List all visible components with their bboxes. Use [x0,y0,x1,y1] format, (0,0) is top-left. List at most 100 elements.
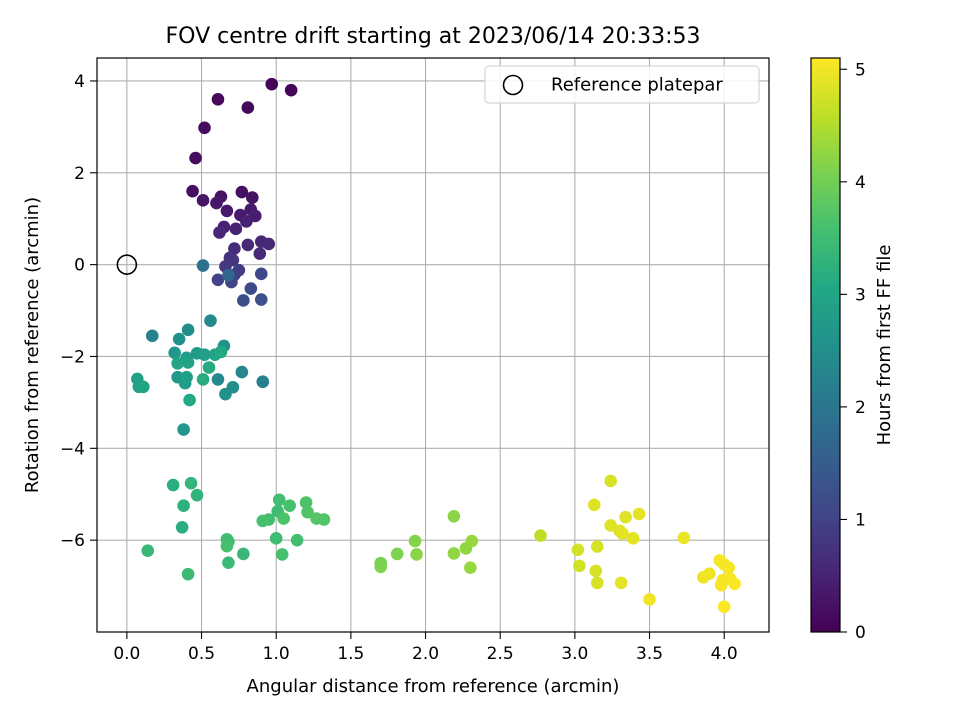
data-point [408,534,422,548]
colorbar-tick-label: 0 [855,623,866,643]
data-point [211,273,225,287]
data-point [180,370,193,384]
data-point [604,474,618,488]
data-point [177,499,190,513]
y-tick-label: −4 [60,439,85,459]
data-point [447,547,461,560]
data-point [272,493,286,507]
data-point [587,498,601,512]
data-point [590,540,604,553]
data-point [235,365,249,379]
data-point [190,488,204,502]
data-point [145,329,159,343]
data-point [374,560,388,574]
data-point [241,101,255,114]
data-point [677,531,691,545]
data-point [410,548,423,561]
data-point [211,373,225,386]
data-point [573,559,586,573]
x-tick-label: 3.0 [561,644,588,664]
data-point [244,282,258,295]
data-point [253,247,267,260]
data-point [301,505,314,519]
data-point [265,77,279,91]
data-point [571,543,585,557]
colorbar-tick-label: 1 [855,510,866,530]
data-point [254,267,268,281]
data-point [184,476,198,490]
chart-title: FOV centre drift starting at 2023/06/14 … [166,24,701,49]
plot-frame [96,57,770,633]
data-point [171,357,184,370]
data-point [626,532,640,545]
x-tick-label: 0.5 [188,644,215,664]
data-point [240,215,253,228]
data-point [181,356,195,369]
colorbar-tick-label: 2 [855,398,866,418]
x-axis-ticks: 0.0 0.5 1.0 1.5 2.0 2.5 3.0 3.5 4.0 [113,632,738,664]
data-point [465,534,479,548]
x-tick-label: 2.0 [412,644,439,664]
data-point [229,222,243,236]
data-point [464,561,477,575]
data-point [196,194,210,207]
data-point [189,151,202,165]
data-point [220,539,234,553]
colorbar-label: Hours from first FF file [874,245,895,446]
data-point [222,268,235,282]
colorbar-gradient [811,58,840,632]
data-point [590,576,604,590]
data-point [256,514,270,528]
data-point [181,567,195,581]
y-tick-label: 2 [74,164,85,184]
colorbar: 0 1 2 3 4 5 Hours from first FF file [810,57,895,643]
data-point [702,567,716,580]
data-point [262,237,276,251]
data-point [254,293,268,306]
data-point [211,93,225,106]
colorbar-tick-label: 5 [855,60,866,80]
data-point [275,548,289,561]
x-tick-label: 1.0 [263,644,290,664]
data-point [175,521,189,534]
data-point [246,191,259,204]
legend: Reference platepar [484,65,760,104]
data-point [728,577,741,591]
data-point [219,387,232,401]
data-point [616,527,629,541]
data-point [256,375,270,389]
data-point [299,496,313,509]
data-point [204,314,217,327]
data-point [237,547,250,561]
x-tick-label: 3.5 [636,644,663,664]
legend-box [484,65,760,104]
data-point [284,83,298,97]
data-point [390,547,404,561]
data-point [619,510,632,524]
data-point [614,576,628,590]
x-tick-label: 2.5 [487,644,514,664]
data-point [589,564,603,578]
y-tick-label: 0 [74,256,85,276]
data-point [214,345,228,359]
data-point [722,561,735,575]
data-point [237,294,250,307]
data-point [241,238,255,252]
x-tick-label: 1.5 [337,644,364,664]
reference-platepar-marker [116,254,138,275]
data-point [196,259,210,272]
data-point [166,478,180,492]
data-point [186,184,199,198]
grid-lines [97,58,769,632]
data-point [716,573,730,587]
data-point [198,121,211,135]
legend-reference-marker [502,74,524,96]
data-point [181,323,195,337]
data-point [269,532,283,545]
data-point [198,348,211,361]
data-point [172,332,186,346]
y-tick-label: −6 [60,531,85,551]
data-point [447,509,461,523]
y-axis-label: Rotation from reference (arcmin) [22,197,43,493]
